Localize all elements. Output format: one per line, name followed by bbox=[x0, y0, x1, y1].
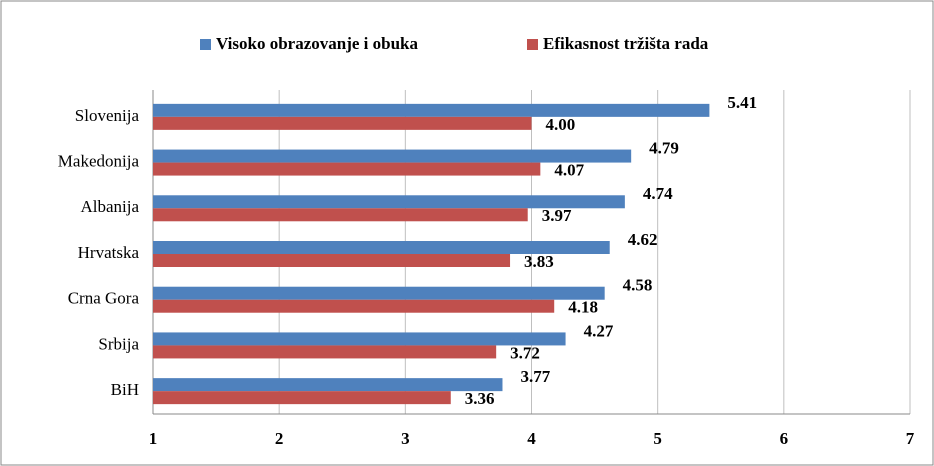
bar bbox=[153, 162, 541, 176]
y-tick-label: Slovenija bbox=[75, 106, 140, 125]
legend-swatch bbox=[200, 39, 211, 50]
bar bbox=[153, 286, 605, 300]
legend-label: Visoko obrazovanje i obuka bbox=[216, 34, 418, 53]
legend-swatch bbox=[527, 39, 538, 50]
x-tick-label: 6 bbox=[780, 429, 789, 448]
value-label: 4.18 bbox=[568, 298, 598, 317]
bar bbox=[153, 116, 532, 130]
value-label: 4.00 bbox=[546, 115, 576, 134]
value-label: 4.79 bbox=[649, 138, 679, 157]
value-label: 4.58 bbox=[623, 276, 653, 295]
value-label: 3.97 bbox=[542, 206, 572, 225]
y-tick-label: BiH bbox=[111, 380, 139, 399]
value-label: 4.07 bbox=[554, 160, 584, 179]
y-tick-label: Crna Gora bbox=[68, 289, 140, 308]
bar bbox=[153, 378, 503, 392]
value-label: 4.27 bbox=[584, 321, 614, 340]
bar bbox=[153, 299, 555, 313]
bar bbox=[153, 254, 511, 267]
value-label: 3.83 bbox=[524, 252, 554, 271]
bar bbox=[153, 149, 632, 163]
legend-label: Efikasnost tržišta rada bbox=[543, 34, 709, 53]
y-tick-label: Srbija bbox=[98, 334, 139, 353]
value-label: 3.72 bbox=[510, 343, 540, 362]
x-tick-label: 1 bbox=[149, 429, 158, 448]
value-label: 4.62 bbox=[628, 230, 658, 249]
x-tick-label: 3 bbox=[401, 429, 410, 448]
x-tick-label: 4 bbox=[527, 429, 536, 448]
value-label: 5.41 bbox=[727, 93, 757, 112]
bar bbox=[153, 391, 451, 405]
value-label: 3.36 bbox=[465, 389, 495, 408]
value-label: 4.74 bbox=[643, 184, 673, 203]
bar bbox=[153, 195, 625, 209]
bar bbox=[153, 103, 710, 117]
x-tick-label: 5 bbox=[653, 429, 662, 448]
x-tick-label: 2 bbox=[275, 429, 284, 448]
y-tick-label: Albanija bbox=[80, 197, 139, 216]
y-tick-label: Makedonija bbox=[58, 151, 140, 170]
value-label: 3.77 bbox=[520, 367, 550, 386]
x-tick-label: 7 bbox=[906, 429, 915, 448]
bar bbox=[153, 332, 566, 346]
bar bbox=[153, 208, 528, 222]
bar bbox=[153, 345, 497, 359]
bar bbox=[153, 241, 610, 254]
y-tick-label: Hrvatska bbox=[78, 243, 140, 262]
